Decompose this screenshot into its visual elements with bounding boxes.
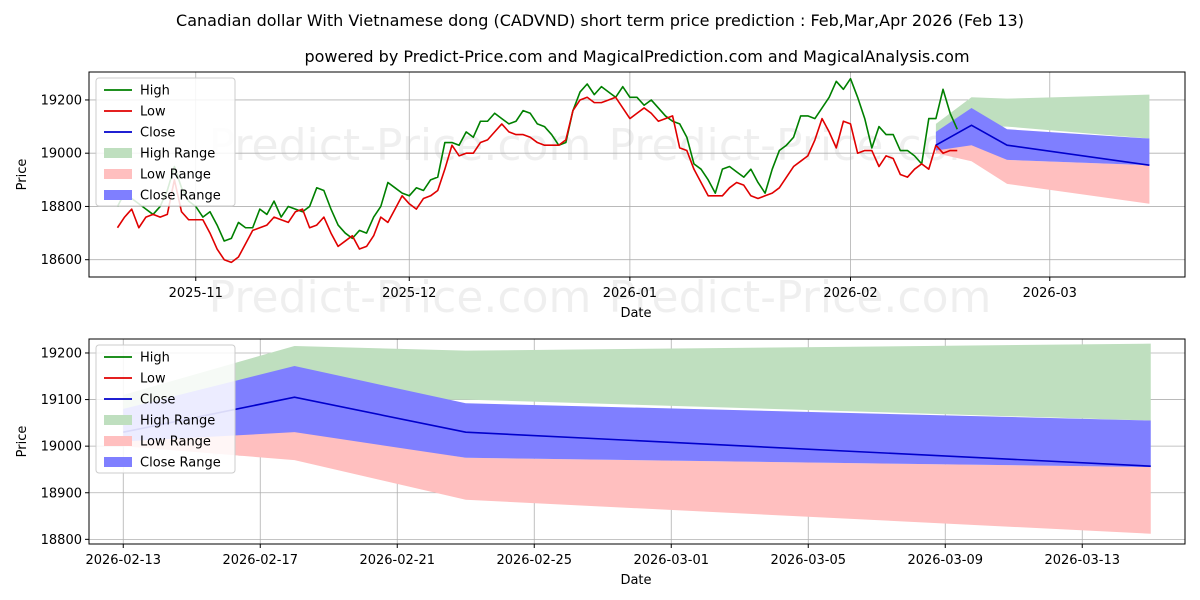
bottom-axes-frame bbox=[88, 338, 1186, 545]
top-close-forecast-line bbox=[935, 124, 1150, 166]
top-x-axis-label: Date bbox=[620, 306, 651, 321]
top-xtick-label: 2026-01 bbox=[603, 286, 657, 301]
bottom-panel: 18800 18900 19000 19100 19200 2026-02-13 2026-… bbox=[15, 338, 1186, 588]
top-legend-label-close: Close bbox=[140, 126, 175, 141]
watermark-mid-left: Predict-Price.com bbox=[209, 272, 592, 323]
top-low-range-band bbox=[935, 142, 1150, 204]
top-legend-label-close-range: Close Range bbox=[140, 189, 221, 204]
bottom-ytick-label: 19000 bbox=[41, 440, 82, 455]
bottom-low-range-band bbox=[123, 427, 1151, 534]
bottom-legend-label-close-range: Close Range bbox=[140, 456, 221, 471]
top-close-range-band bbox=[935, 107, 1150, 166]
bottom-xtick-label: 2026-03-13 bbox=[1044, 553, 1120, 568]
top-legend-swatch-close-range bbox=[104, 190, 132, 200]
bottom-xtick-label: 2026-02-17 bbox=[222, 553, 298, 568]
bottom-xtick-label: 2026-03-05 bbox=[770, 553, 846, 568]
bottom-legend: High Low Close High Range Low Range Close Ran… bbox=[95, 344, 236, 474]
bottom-xtick-label: 2026-02-25 bbox=[496, 553, 572, 568]
bottom-xtick-label: 2026-02-21 bbox=[359, 553, 435, 568]
top-ytick-label: 18800 bbox=[41, 200, 82, 215]
watermark-mid-right: Predict-Price.com bbox=[609, 272, 992, 323]
bottom-ytick-label: 18800 bbox=[41, 533, 82, 548]
low-series-line bbox=[116, 96, 958, 264]
bottom-ytick-label: 19100 bbox=[41, 393, 82, 408]
bottom-legend-label-low: Low bbox=[140, 372, 166, 387]
top-high-range-band bbox=[935, 94, 1150, 139]
bottom-x-axis-label: Date bbox=[620, 573, 651, 588]
bottom-legend-label-high: High bbox=[140, 351, 170, 366]
top-ytick-label: 18600 bbox=[41, 253, 82, 268]
bottom-high-range-band bbox=[123, 343, 1151, 421]
top-legend-label-high: High bbox=[140, 84, 170, 99]
bottom-legend-swatch-close-range bbox=[104, 457, 132, 467]
top-legend: High Low Close High Range Low Range Close Ran… bbox=[95, 77, 236, 207]
top-axes-frame bbox=[88, 71, 1186, 278]
bottom-legend-swatch-high-range bbox=[104, 415, 132, 425]
bottom-y-axis-label: Price bbox=[15, 426, 30, 458]
bottom-ytick-label: 19200 bbox=[41, 346, 82, 361]
top-ytick-label: 19200 bbox=[41, 93, 82, 108]
top-panel: 18600 18800 19000 19200 2025-11 2025-12 2026-0… bbox=[15, 71, 1186, 321]
high-series-line bbox=[116, 77, 958, 242]
top-legend-label-low: Low bbox=[140, 105, 166, 120]
top-legend-swatch-low-range bbox=[104, 169, 132, 179]
bottom-xtick-label: 2026-02-13 bbox=[85, 553, 161, 568]
bottom-legend-label-high-range: High Range bbox=[140, 414, 215, 429]
top-ytick-label: 19000 bbox=[41, 147, 82, 162]
top-plot-area bbox=[116, 77, 1150, 264]
top-legend-label-high-range: High Range bbox=[140, 147, 215, 162]
bottom-legend-label-low-range: Low Range bbox=[140, 435, 211, 450]
top-xtick-label: 2026-03 bbox=[1023, 286, 1077, 301]
bottom-plot-area bbox=[123, 343, 1151, 534]
watermark-top-left: Predict-Price.com bbox=[209, 120, 592, 171]
chart-subtitle: powered by Predict-Price.com and Magical… bbox=[304, 47, 969, 66]
top-y-axis-label: Price bbox=[15, 159, 30, 191]
bottom-xtick-label: 2026-03-09 bbox=[907, 553, 983, 568]
watermark-top-right: Predict-Price.com bbox=[609, 120, 992, 171]
chart-title: Canadian dollar With Vietnamese dong (CA… bbox=[176, 11, 1024, 30]
bottom-close-range-band bbox=[123, 366, 1151, 468]
top-legend-label-low-range: Low Range bbox=[140, 168, 211, 183]
top-xtick-label: 2025-11 bbox=[169, 286, 223, 301]
top-xtick-label: 2026-02 bbox=[823, 286, 877, 301]
bottom-legend-label-close: Close bbox=[140, 393, 175, 408]
bottom-legend-swatch-low-range bbox=[104, 436, 132, 446]
top-legend-swatch-high-range bbox=[104, 148, 132, 158]
top-xtick-label: 2025-12 bbox=[382, 286, 436, 301]
bottom-ytick-label: 18900 bbox=[41, 486, 82, 501]
bottom-xtick-label: 2026-03-01 bbox=[633, 553, 709, 568]
